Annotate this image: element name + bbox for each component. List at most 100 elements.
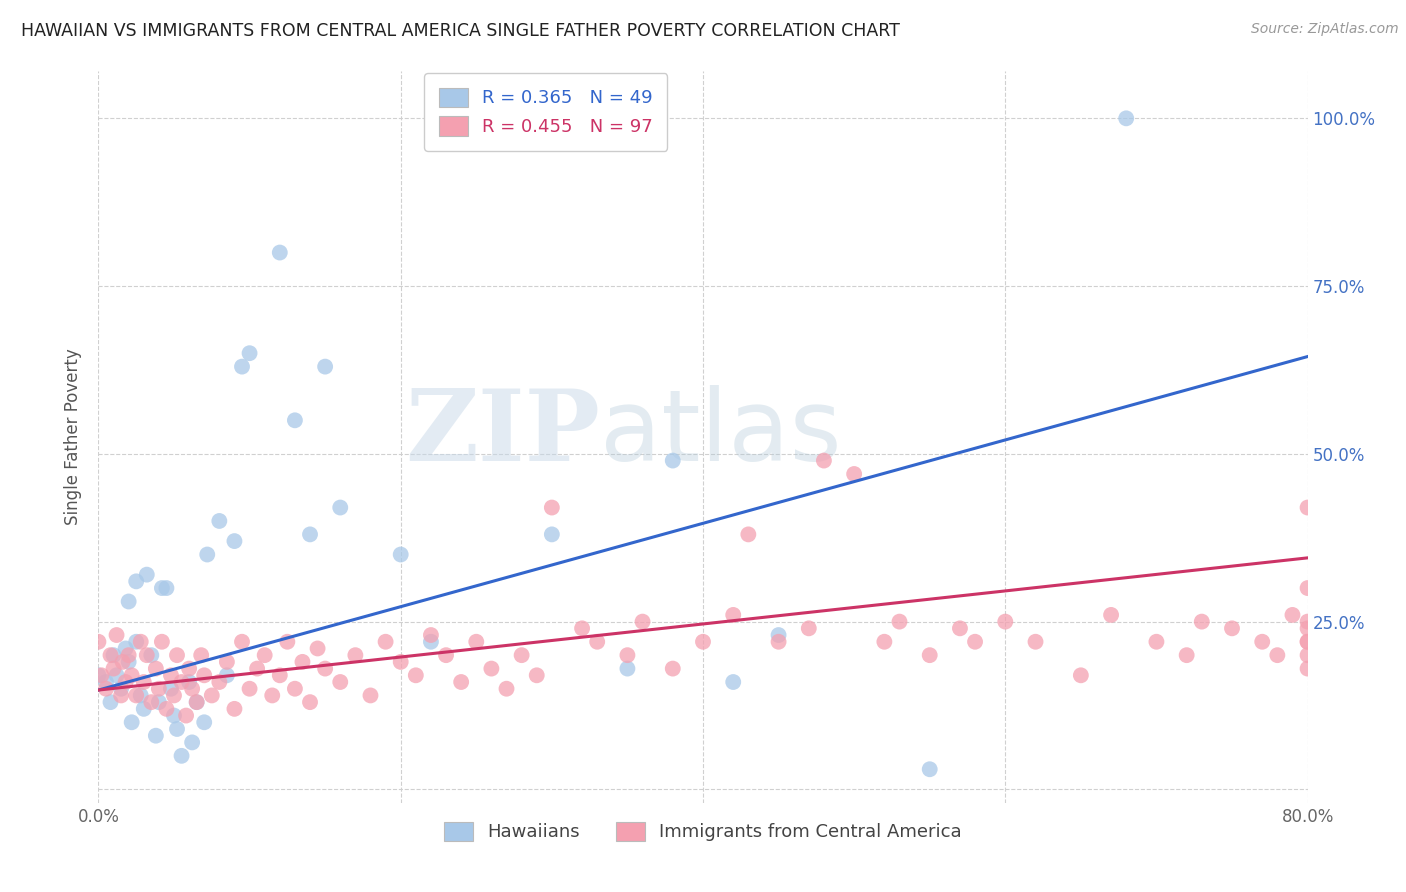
Point: [873, 634, 896, 648]
Point: [129, 689, 152, 703]
Point: [105, 628, 128, 642]
Point: [155, 702, 177, 716]
Point: [186, 695, 208, 709]
Point: [160, 668, 183, 682]
Point: [1070, 668, 1092, 682]
Point: [737, 527, 759, 541]
Point: [179, 675, 201, 690]
Point: [1099, 607, 1122, 622]
Point: [170, 748, 193, 763]
Point: [844, 467, 866, 481]
Point: [918, 648, 941, 662]
Point: [87, 668, 110, 682]
Point: [374, 634, 396, 648]
Point: [1296, 581, 1319, 595]
Point: [1267, 648, 1289, 662]
Point: [1296, 648, 1319, 662]
Point: [87, 634, 110, 648]
Point: [307, 641, 329, 656]
Point: [1296, 615, 1319, 629]
Point: [145, 662, 167, 676]
Point: [246, 662, 269, 676]
Point: [160, 681, 183, 696]
Point: [269, 668, 291, 682]
Y-axis label: Single Father Poverty: Single Father Poverty: [65, 349, 83, 525]
Point: [170, 675, 193, 690]
Point: [329, 675, 352, 690]
Point: [329, 500, 352, 515]
Point: [239, 346, 262, 360]
Point: [121, 668, 143, 682]
Point: [90, 668, 112, 682]
Point: [163, 708, 186, 723]
Point: [224, 702, 246, 716]
Point: [150, 634, 173, 648]
Point: [118, 648, 141, 662]
Point: [291, 655, 314, 669]
Point: [692, 634, 714, 648]
Point: [121, 715, 143, 730]
Point: [195, 548, 218, 562]
Point: [166, 722, 188, 736]
Point: [284, 681, 307, 696]
Point: [481, 662, 503, 676]
Point: [193, 668, 215, 682]
Point: [344, 648, 367, 662]
Point: [155, 581, 177, 595]
Point: [135, 567, 157, 582]
Point: [94, 675, 117, 690]
Point: [965, 634, 987, 648]
Point: [949, 621, 972, 635]
Point: [181, 735, 204, 749]
Point: [1144, 634, 1167, 648]
Point: [94, 681, 117, 696]
Point: [994, 615, 1017, 629]
Point: [118, 594, 141, 608]
Point: [276, 634, 298, 648]
Point: [314, 359, 336, 374]
Point: [284, 413, 307, 427]
Point: [150, 581, 173, 595]
Point: [208, 514, 231, 528]
Point: [105, 668, 128, 682]
Point: [420, 628, 443, 642]
Point: [616, 648, 638, 662]
Point: [110, 689, 132, 703]
Point: [1281, 607, 1303, 622]
Point: [114, 641, 136, 656]
Point: [129, 634, 152, 648]
Point: [434, 648, 457, 662]
Point: [231, 634, 253, 648]
Point: [299, 527, 322, 541]
Point: [100, 695, 122, 709]
Point: [179, 662, 201, 676]
Point: [495, 681, 517, 696]
Point: [201, 689, 224, 703]
Point: [405, 668, 427, 682]
Point: [193, 715, 215, 730]
Point: [208, 675, 231, 690]
Point: [1296, 634, 1319, 648]
Point: [103, 648, 125, 662]
Legend: Hawaiians, Immigrants from Central America: Hawaiians, Immigrants from Central Ameri…: [437, 814, 969, 848]
Point: [269, 245, 291, 260]
Point: [768, 634, 790, 648]
Point: [190, 648, 212, 662]
Text: HAWAIIAN VS IMMIGRANTS FROM CENTRAL AMERICA SINGLE FATHER POVERTY CORRELATION CH: HAWAIIAN VS IMMIGRANTS FROM CENTRAL AMER…: [21, 22, 900, 40]
Point: [889, 615, 911, 629]
Point: [540, 500, 562, 515]
Point: [262, 689, 284, 703]
Point: [389, 655, 412, 669]
Point: [661, 453, 683, 467]
Point: [118, 655, 141, 669]
Point: [586, 634, 609, 648]
Point: [186, 695, 208, 709]
Point: [224, 534, 246, 549]
Point: [141, 695, 163, 709]
Point: [135, 648, 157, 662]
Point: [166, 648, 188, 662]
Point: [661, 662, 683, 676]
Point: [148, 681, 170, 696]
Point: [253, 648, 276, 662]
Point: [465, 634, 488, 648]
